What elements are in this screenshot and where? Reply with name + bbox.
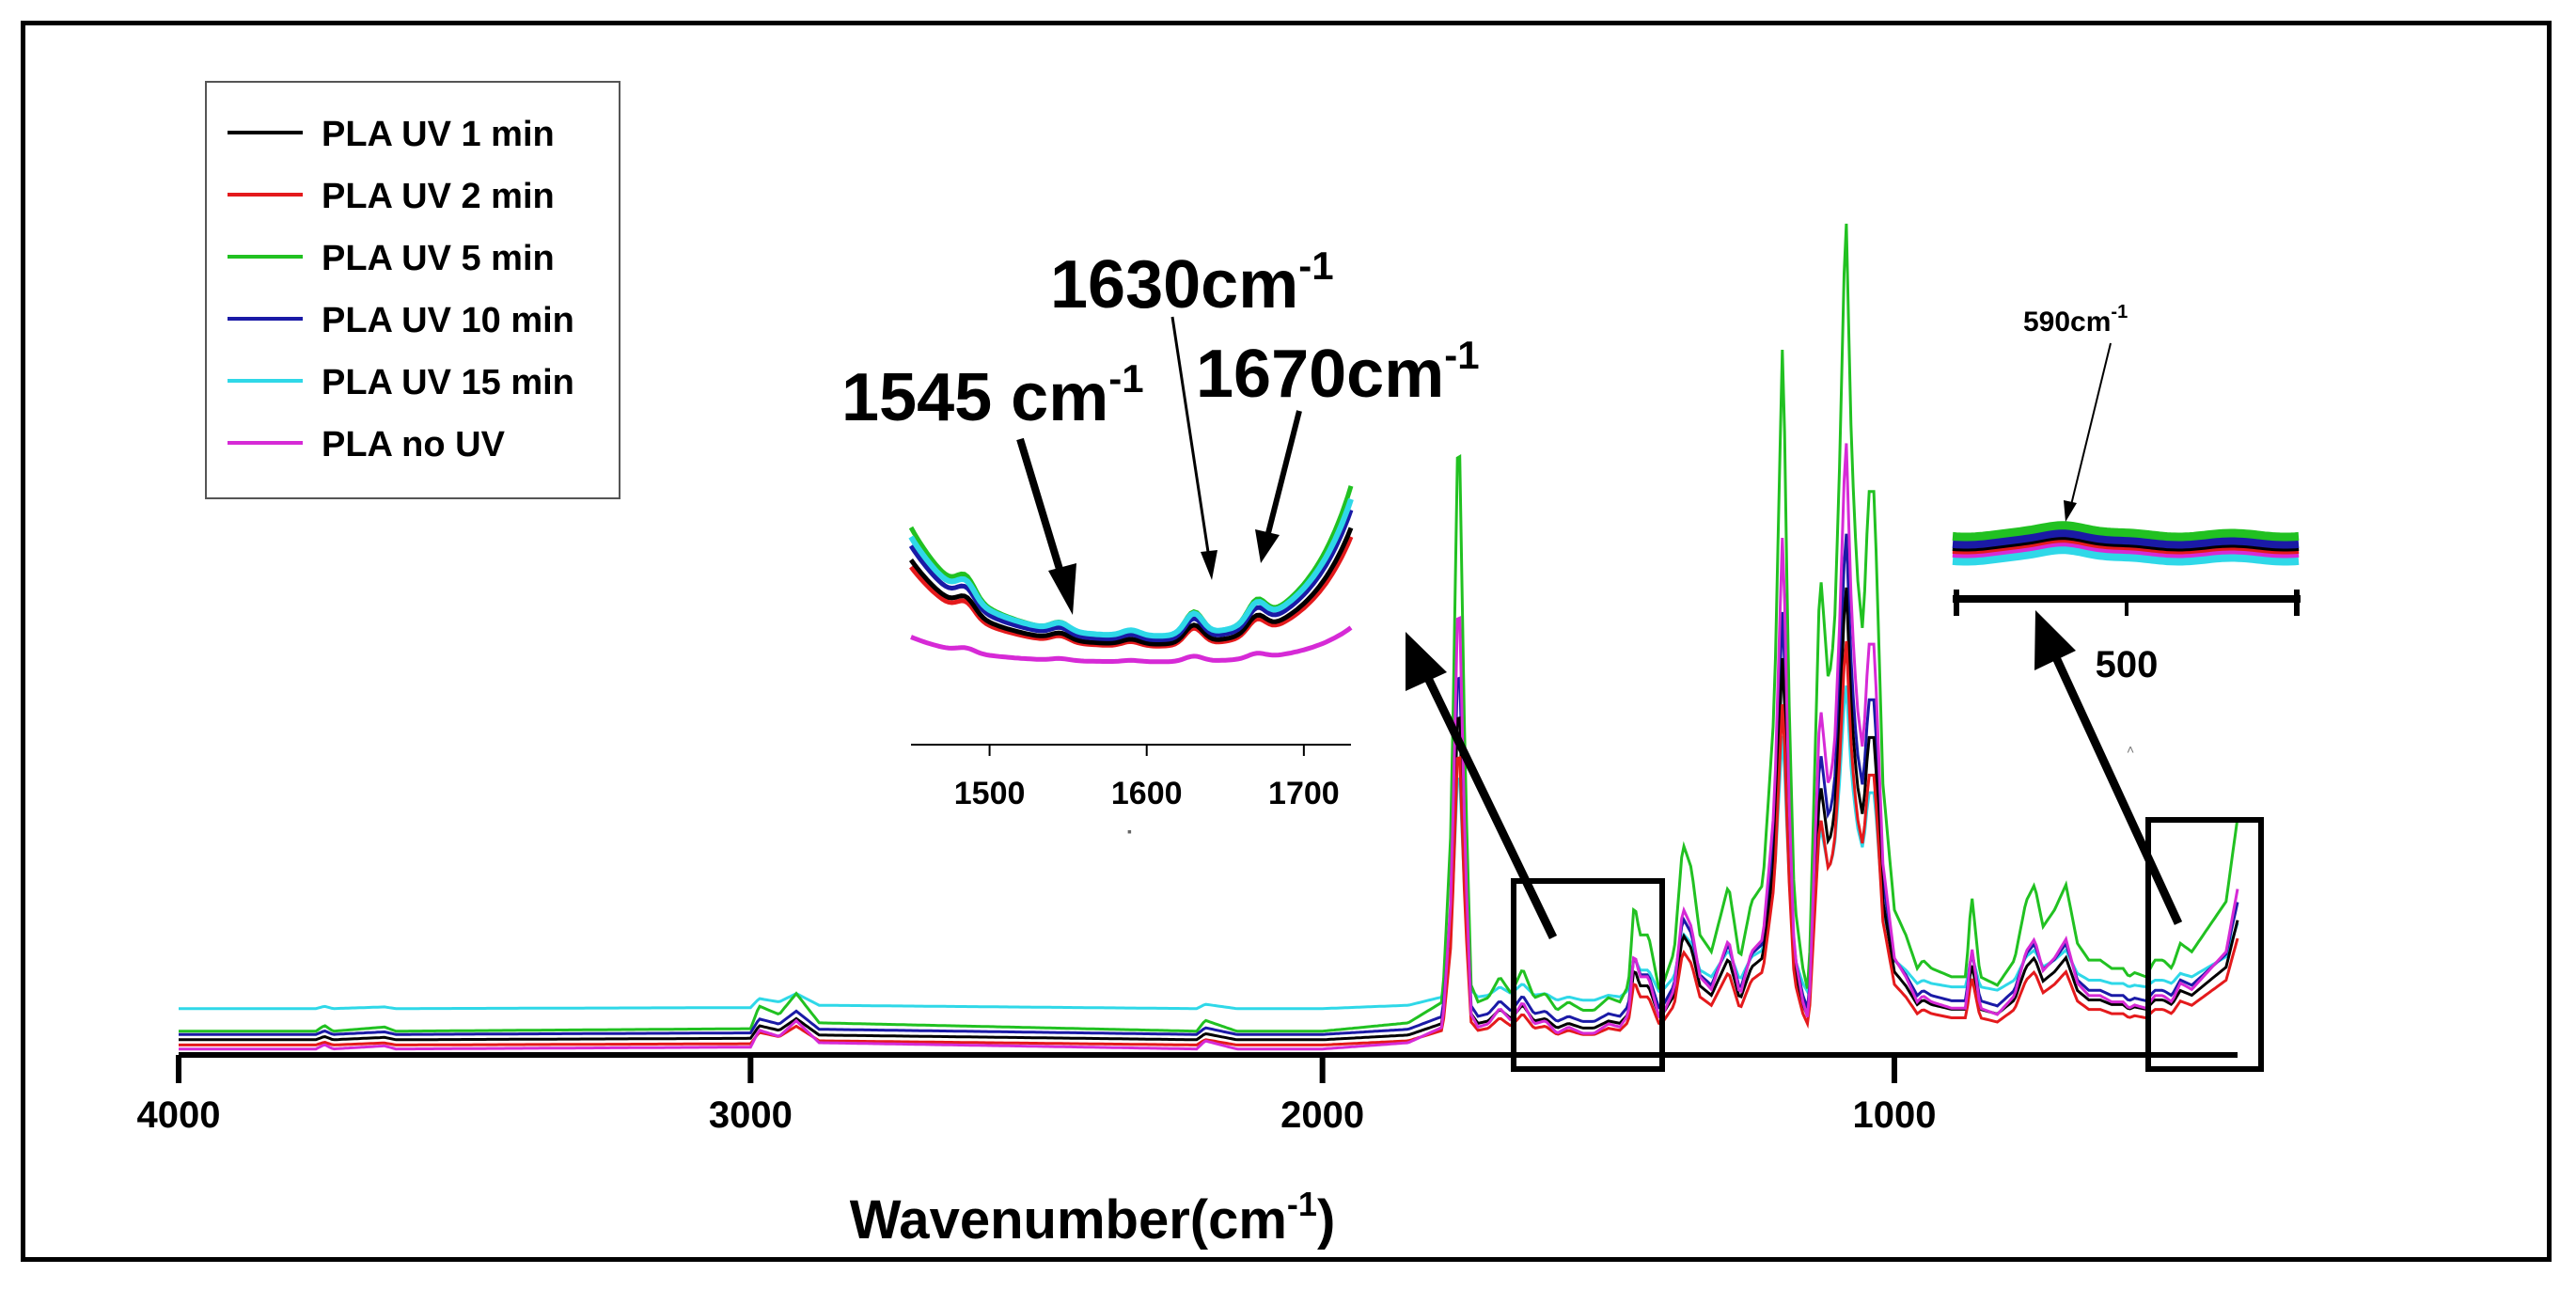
legend: PLA UV 1 min PLA UV 2 min PLA UV 5 min PLA … (205, 81, 620, 499)
inset-right-dot: ˄ (2127, 742, 2134, 757)
legend-item-3: PLA UV 5 min (228, 239, 555, 278)
figure-frame: 4000 3000 2000 1000 Wavenumber(cm-1) 1500 16… (21, 21, 2552, 1262)
inset-right-line-5 (1952, 545, 2300, 566)
series-line-4 (179, 533, 2239, 1036)
legend-label: PLA UV 1 min (322, 115, 555, 154)
legend-label: PLA UV 5 min (322, 239, 555, 278)
inset-left: 1500 1600 1700 ▪ 1545 cm-1 1630cm-1 1670cm… (841, 244, 1480, 839)
inset-left-line-5 (908, 497, 1354, 639)
svg-text:1670cm-1: 1670cm-1 (1196, 333, 1480, 412)
svg-text:590cm-1: 590cm-1 (2023, 302, 2128, 338)
legend-item-6: PLA no UV (228, 425, 506, 464)
legend-label: PLA UV 15 min (322, 363, 574, 402)
legend-box (205, 81, 620, 499)
x-axis: 4000 3000 2000 1000 Wavenumber(cm-1) (137, 1052, 2238, 1251)
inset-left-ticks: 1500 1600 1700 (954, 745, 1340, 811)
inset-right: 500 ˄ 590cm-1 (1952, 302, 2301, 757)
x-tick-label-2000: 2000 (1280, 1094, 1364, 1136)
series-line-6 (179, 443, 2239, 1051)
inset-right-tick-label-500: 500 (2096, 644, 2159, 685)
inset-left-tick-label-1700: 1700 (1268, 776, 1340, 811)
legend-label: PLA UV 2 min (322, 177, 555, 216)
inset-left-line-4 (908, 509, 1354, 642)
annotation-1545: 1545 cm-1 (841, 356, 1144, 615)
inset-left-line-1 (908, 527, 1354, 647)
ftir-spectrum-chart: 4000 3000 2000 1000 Wavenumber(cm-1) 1500 16… (137, 81, 2301, 1251)
inset-right-ticks: 500 (2096, 599, 2159, 685)
annotation-1670: 1670cm-1 (1196, 333, 1480, 563)
series-line-1 (179, 587, 2239, 1042)
x-tick-label-3000: 3000 (709, 1094, 793, 1136)
svg-text:1545 cm-1: 1545 cm-1 (841, 356, 1144, 435)
zoom-arrow-right (2034, 610, 2183, 925)
legend-item-5: PLA UV 15 min (228, 363, 574, 402)
inset-left-tick-label-1500: 1500 (954, 776, 1026, 811)
series-line-5 (179, 685, 2239, 1011)
zoom-arrow-left (1406, 632, 1558, 939)
annotation-590: 590cm-1 (2023, 302, 2128, 522)
legend-label: PLA UV 10 min (322, 301, 574, 340)
annotation-1630: 1630cm-1 (1050, 244, 1334, 580)
series-line-2 (179, 640, 2239, 1046)
x-axis-ticks: 4000 3000 2000 1000 (137, 1055, 1937, 1136)
legend-items: PLA UV 1 min PLA UV 2 min PLA UV 5 min PLA … (228, 115, 574, 464)
legend-label: PLA no UV (322, 425, 506, 464)
main-series-group (179, 223, 2239, 1051)
zoom-box-590 (2145, 817, 2264, 1072)
inset-right-series (1952, 521, 2300, 566)
inset-right-line-3 (1952, 521, 2300, 542)
x-tick-label-1000: 1000 (1853, 1094, 1937, 1136)
legend-item-1: PLA UV 1 min (228, 115, 555, 154)
inset-left-line-6 (910, 625, 1353, 665)
inset-left-series (908, 485, 1354, 665)
inset-left-tick-label-1600: 1600 (1111, 776, 1183, 811)
legend-item-4: PLA UV 10 min (228, 301, 574, 340)
svg-text:1630cm-1: 1630cm-1 (1050, 244, 1334, 322)
series-line-3 (179, 223, 2239, 1033)
legend-item-2: PLA UV 2 min (228, 177, 555, 216)
inset-left-dot: ▪ (1127, 824, 1132, 839)
x-tick-label-4000: 4000 (137, 1094, 221, 1136)
inset-right-line-4 (1952, 528, 2300, 549)
x-axis-label: Wavenumber(cm-1) (850, 1185, 1336, 1251)
zoom-box-1450-1730 (1511, 878, 1665, 1072)
